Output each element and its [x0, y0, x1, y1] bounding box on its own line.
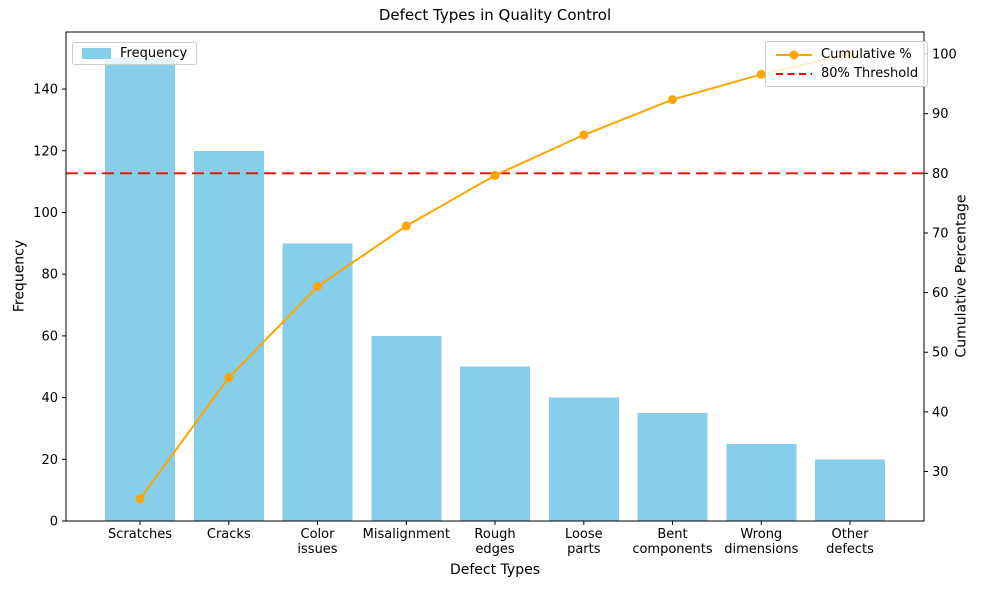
x-axis-label: Defect Types [449, 562, 541, 578]
y-tick-label-right: 30 [932, 465, 949, 480]
y-tick-label-left: 80 [41, 268, 58, 283]
frequency-bar [105, 58, 175, 521]
y-tick-label-left: 100 [33, 206, 58, 221]
frequency-bar [548, 397, 619, 521]
x-tick-label: Loose parts [565, 527, 603, 557]
frequency-bar [460, 366, 530, 521]
frequency-bar [637, 413, 708, 521]
legend-threshold-label: 80% Threshold [821, 66, 919, 81]
y-tick-label-right: 70 [932, 227, 949, 242]
y-tick-label-right: 90 [932, 107, 949, 122]
x-tick-label: Other defects [826, 527, 874, 557]
frequency-bar [726, 443, 797, 521]
cumulative-marker [224, 373, 234, 382]
cumulative-marker [579, 130, 589, 140]
frequency-bar [193, 150, 264, 522]
y-axis-label-left: Frequency [11, 239, 28, 313]
legend-frequency: Frequency [72, 42, 198, 65]
cumulative-marker [668, 95, 677, 105]
y-tick-label-left: 0 [50, 515, 58, 530]
x-tick-label: Misalignment [363, 527, 450, 542]
legend-cumulative: Cumulative % 80% Threshold [765, 41, 929, 87]
y-tick-label-left: 140 [33, 83, 58, 98]
line-marker-icon [776, 50, 812, 59]
x-tick-label: Cracks [207, 527, 251, 542]
y-tick-label-right: 40 [932, 405, 949, 420]
legend-frequency-label: Frequency [120, 46, 188, 61]
y-tick-label-left: 40 [41, 391, 58, 406]
legend-item-threshold: 80% Threshold [775, 64, 918, 83]
cumulative-marker [135, 494, 145, 504]
legend-item-cumulative: Cumulative % [775, 45, 918, 64]
chart-title: Defect Types in Quality Control [378, 6, 612, 24]
y-tick-label-right: 60 [932, 286, 949, 301]
cumulative-marker [756, 69, 766, 79]
x-tick-label: Color issues [297, 527, 337, 557]
y-tick-label-right: 80 [932, 167, 949, 182]
y-tick-label-right: 50 [932, 346, 949, 361]
legend-cumulative-label: Cumulative % [821, 47, 912, 62]
y-axis-label-right: Cumulative Percentage [953, 194, 970, 358]
cumulative-marker [490, 170, 500, 180]
cumulative-marker [313, 282, 322, 291]
x-tick-label: Wrong dimensions [724, 527, 798, 557]
bar-swatch-icon [82, 48, 111, 59]
cumulative-marker [401, 221, 411, 231]
y-tick-label-right: 100 [932, 48, 957, 63]
x-tick-label: Rough edges [474, 527, 515, 557]
frequency-bar [815, 459, 885, 521]
dashed-line-icon [776, 72, 812, 75]
x-tick-label: Scratches [108, 527, 172, 542]
y-tick-label-left: 60 [41, 329, 58, 344]
x-tick-label: Bent components [632, 527, 713, 557]
y-tick-label-left: 120 [33, 144, 58, 159]
frequency-bar [371, 335, 442, 521]
y-tick-label-left: 20 [41, 453, 58, 468]
